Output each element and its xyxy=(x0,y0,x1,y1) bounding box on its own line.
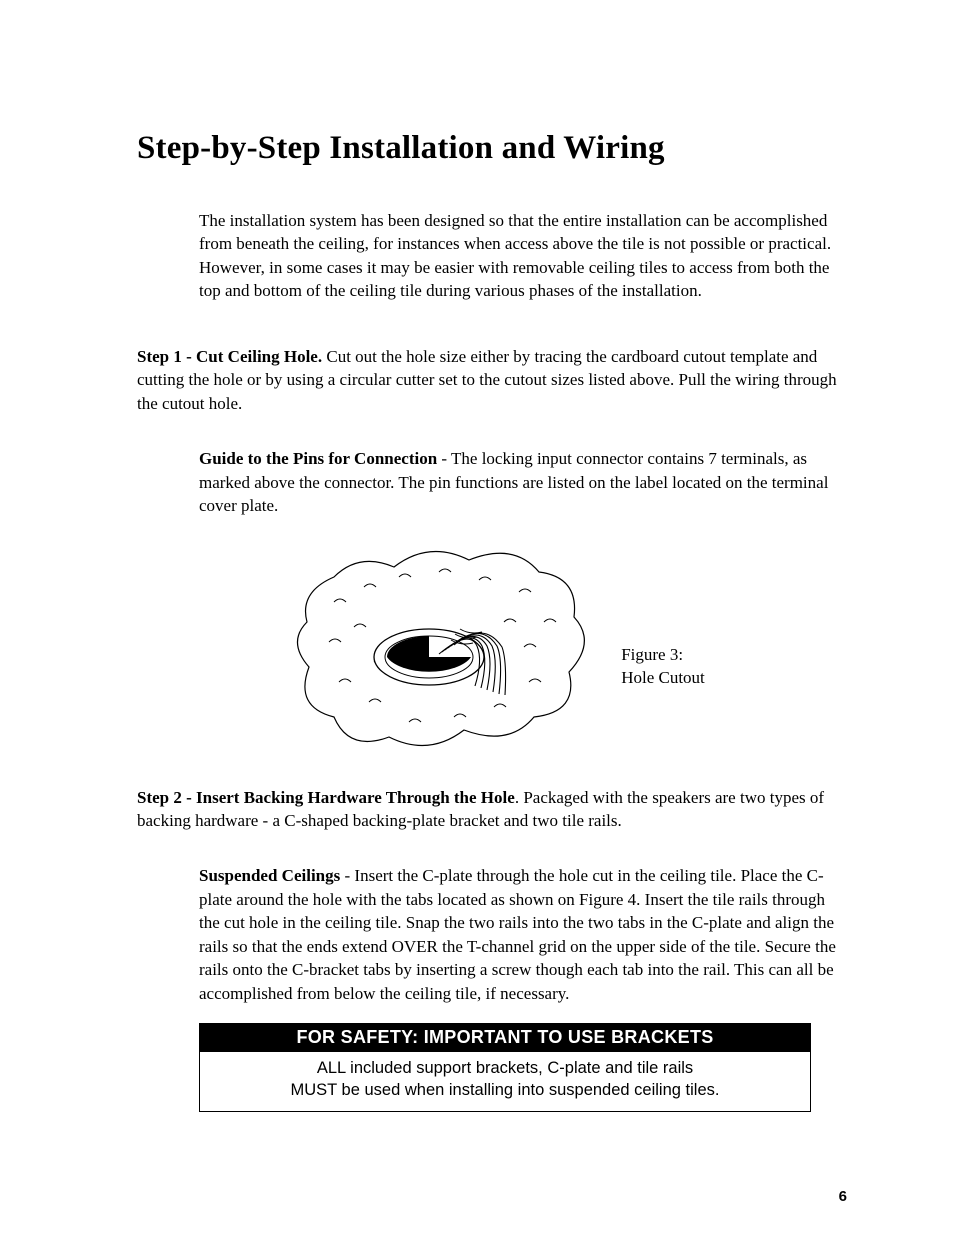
figure-3: Figure 3: Hole Cutout xyxy=(137,532,847,762)
figure-3-label-line1: Figure 3: xyxy=(621,644,705,667)
figure-3-label-line2: Hole Cutout xyxy=(621,667,705,690)
guide-paragraph: Guide to the Pins for Connection - The l… xyxy=(199,447,847,517)
page-number: 6 xyxy=(839,1188,847,1205)
step-1-label: Step 1 - Cut Ceiling Hole. xyxy=(137,347,322,366)
document-page: Step-by-Step Installation and Wiring The… xyxy=(0,0,954,1235)
suspended-body: - Insert the C-plate through the hole cu… xyxy=(199,866,836,1002)
step-2-label: Step 2 - Insert Backing Hardware Through… xyxy=(137,788,515,807)
safety-body: ALL included support brackets, C-plate a… xyxy=(200,1052,810,1111)
safety-header: FOR SAFETY: IMPORTANT TO USE BRACKETS xyxy=(200,1024,810,1052)
guide-label: Guide to the Pins for Connection xyxy=(199,449,437,468)
step-1: Step 1 - Cut Ceiling Hole. Cut out the h… xyxy=(137,345,847,415)
hole-cutout-illustration xyxy=(279,532,599,762)
suspended-ceilings-paragraph: Suspended Ceilings - Insert the C-plate … xyxy=(199,864,847,1005)
safety-line-1: ALL included support brackets, C-plate a… xyxy=(210,1057,800,1079)
step-2: Step 2 - Insert Backing Hardware Through… xyxy=(137,786,847,833)
suspended-label: Suspended Ceilings xyxy=(199,866,340,885)
page-title: Step-by-Step Installation and Wiring xyxy=(137,130,847,167)
safety-line-2: MUST be used when installing into suspen… xyxy=(210,1079,800,1101)
safety-callout: FOR SAFETY: IMPORTANT TO USE BRACKETS AL… xyxy=(199,1023,811,1112)
intro-paragraph: The installation system has been designe… xyxy=(199,209,847,303)
figure-3-caption: Figure 3: Hole Cutout xyxy=(621,644,705,690)
